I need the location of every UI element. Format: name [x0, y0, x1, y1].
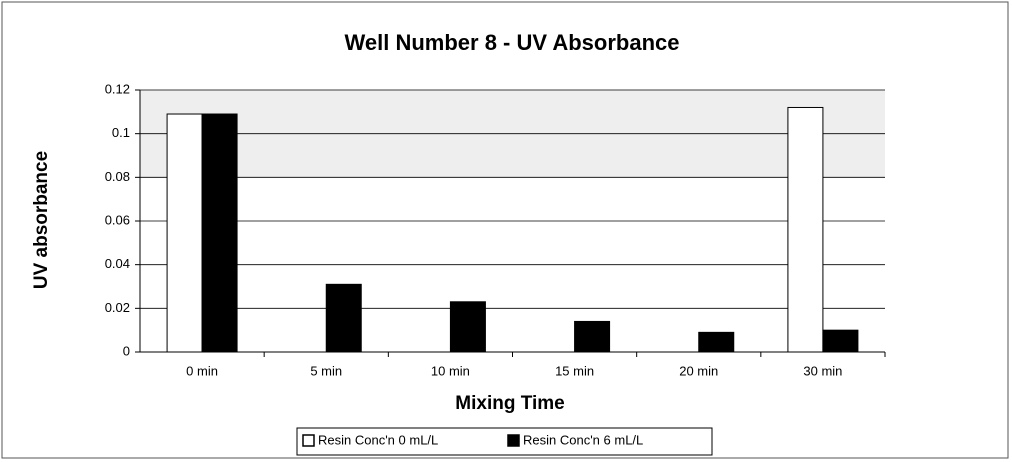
legend-swatch: [507, 434, 520, 447]
bar: [787, 106, 824, 353]
x-axis-title: Mixing Time: [455, 393, 564, 414]
y-tick-label: 0.1: [112, 125, 130, 140]
x-tick-label: 30 min: [803, 363, 842, 378]
y-tick-label: 0.02: [105, 300, 130, 315]
legend-label: Resin Conc'n 0 mL/L: [318, 432, 438, 447]
legend-box: [296, 427, 713, 456]
y-tick-label: 0.06: [105, 212, 130, 227]
x-tick-label: 0 min: [186, 363, 218, 378]
y-tick-label: 0.04: [105, 256, 130, 271]
legend-swatch: [302, 434, 315, 447]
y-axis-title: UV absorbance: [31, 151, 52, 289]
x-tick-label: 5 min: [310, 363, 342, 378]
x-tick-label: 10 min: [431, 363, 470, 378]
bar: [166, 113, 203, 353]
bar: [449, 301, 486, 353]
bar: [822, 329, 859, 353]
y-tick-label: 0.12: [105, 81, 130, 96]
x-tick-label: 15 min: [555, 363, 594, 378]
bar: [574, 320, 611, 353]
bar: [325, 283, 362, 353]
chart-title: Well Number 8 - UV Absorbance: [345, 30, 680, 55]
bar: [201, 113, 238, 353]
x-tick-label: 20 min: [679, 363, 718, 378]
y-tick-label: 0.08: [105, 169, 130, 184]
y-tick-label: 0: [123, 343, 130, 358]
bar: [698, 331, 735, 353]
legend-label: Resin Conc'n 6 mL/L: [523, 432, 643, 447]
legend: Resin Conc'n 0 mL/L Resin Conc'n 6 mL/L: [296, 427, 713, 456]
